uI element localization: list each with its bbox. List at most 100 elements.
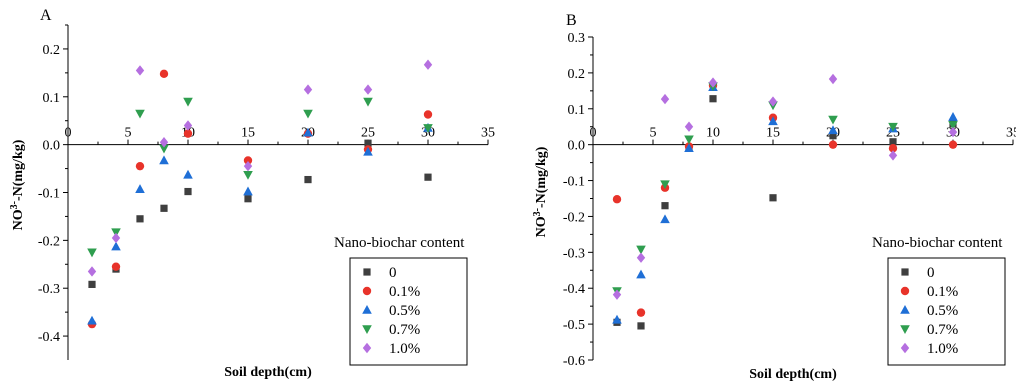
data-point [87, 315, 97, 325]
data-point [637, 322, 645, 330]
data-point [363, 146, 373, 156]
x-tick-label: 5 [125, 126, 132, 141]
data-point [948, 140, 958, 149]
data-point [636, 308, 646, 317]
data-point [948, 121, 958, 130]
data-point [661, 202, 669, 210]
legend-marker [901, 268, 909, 276]
data-point [709, 95, 717, 103]
data-point [828, 73, 838, 85]
legend-marker [362, 325, 372, 334]
y-axis-title: NO3--N(mg/kg) [532, 146, 550, 237]
data-point [303, 109, 313, 119]
legend-marker [900, 342, 910, 354]
data-point [111, 262, 121, 271]
x-tick-label: 0 [590, 126, 597, 141]
y-tick-label: -0.2 [38, 234, 60, 249]
data-point [160, 204, 168, 212]
legend-label: 0.5% [927, 303, 958, 319]
legend-box [349, 257, 468, 366]
data-point [612, 195, 622, 204]
x-tick-label: 10 [706, 126, 720, 141]
panel-letter: A [40, 7, 52, 24]
data-point [135, 161, 145, 171]
y-tick-label: -0.4 [38, 330, 60, 345]
panel-letter: B [566, 12, 577, 29]
data-point [708, 77, 718, 88]
data-point [303, 84, 313, 95]
legend-title: Nano-biochar content [334, 235, 465, 251]
data-point [243, 156, 253, 165]
x-axis-title: Soil depth(cm) [224, 365, 312, 380]
legend-label: 0.1% [927, 284, 958, 300]
x-tick-label: 35 [1006, 126, 1016, 141]
data-point [660, 93, 670, 105]
data-point [159, 69, 169, 79]
y-tick-label: -0.3 [563, 246, 585, 261]
data-point [684, 135, 694, 145]
y-tick-label: -0.4 [563, 282, 585, 297]
chart-panel-a: A-0.4-0.3-0.2-0.10.00.10.205101520253035… [9, 7, 496, 380]
data-point [303, 127, 313, 137]
data-point [363, 84, 373, 95]
data-point [660, 180, 670, 190]
data-point [636, 245, 646, 255]
data-point [183, 97, 193, 107]
legend-title: Nano-biochar content [872, 235, 1003, 251]
data-point [364, 139, 372, 147]
y-tick-label: 0.1 [43, 91, 61, 106]
y-tick-label: 0.0 [568, 139, 586, 154]
legend-label: 0 [927, 265, 935, 281]
data-point [135, 184, 145, 193]
y-tick-label: 0.3 [568, 31, 586, 46]
data-point [828, 140, 838, 149]
data-point [423, 59, 433, 70]
data-point [363, 97, 373, 107]
data-point [244, 195, 252, 203]
data-point [243, 160, 253, 172]
y-tick-label: -0.1 [38, 187, 60, 202]
legend-marker [363, 268, 371, 276]
x-tick-label: 25 [886, 126, 900, 141]
x-tick-label: 5 [650, 126, 657, 141]
legend-label: 0 [389, 265, 397, 281]
data-point [304, 175, 312, 184]
data-point [87, 248, 97, 258]
legend-label: 0.5% [389, 303, 420, 319]
data-point [684, 121, 694, 132]
legend-marker [900, 305, 910, 314]
data-point [888, 150, 898, 161]
y-tick-label: 0.0 [43, 139, 61, 154]
legend-label: 0.7% [927, 322, 958, 338]
data-point [948, 112, 958, 121]
data-point [87, 266, 97, 277]
legend-marker [362, 342, 372, 354]
data-point [888, 122, 898, 132]
data-point [829, 132, 837, 140]
data-point [136, 215, 144, 223]
x-tick-label: 15 [766, 126, 780, 141]
y-tick-label: -0.3 [38, 282, 60, 297]
data-point [768, 96, 778, 107]
legend-marker [900, 325, 910, 334]
chart-panel-b: B -0.6 -0.5 -0.4 -0.3 -0.2 -0.1 0.0 0.1 0.2 0.3 0 5 1… [532, 12, 1016, 381]
y-tick-label: 0.1 [568, 103, 586, 118]
data-point [159, 155, 169, 165]
legend-label: 1.0% [927, 341, 958, 357]
data-point [111, 232, 121, 244]
data-point [159, 144, 169, 154]
y-tick-label: -0.1 [563, 175, 585, 190]
legend-label: 0.1% [389, 284, 420, 300]
data-point [423, 124, 433, 133]
y-tick-label: 0.2 [568, 67, 586, 82]
y-tick-label: -0.6 [563, 354, 585, 369]
data-point [423, 110, 433, 119]
x-tick-label: 15 [241, 126, 255, 141]
data-point [424, 173, 432, 181]
data-point [768, 116, 778, 126]
y-axis-title: NO3--N(mg/kg) [9, 139, 27, 230]
legend-marker [362, 305, 372, 314]
data-point [159, 137, 169, 148]
x-tick-label: 25 [361, 126, 375, 141]
